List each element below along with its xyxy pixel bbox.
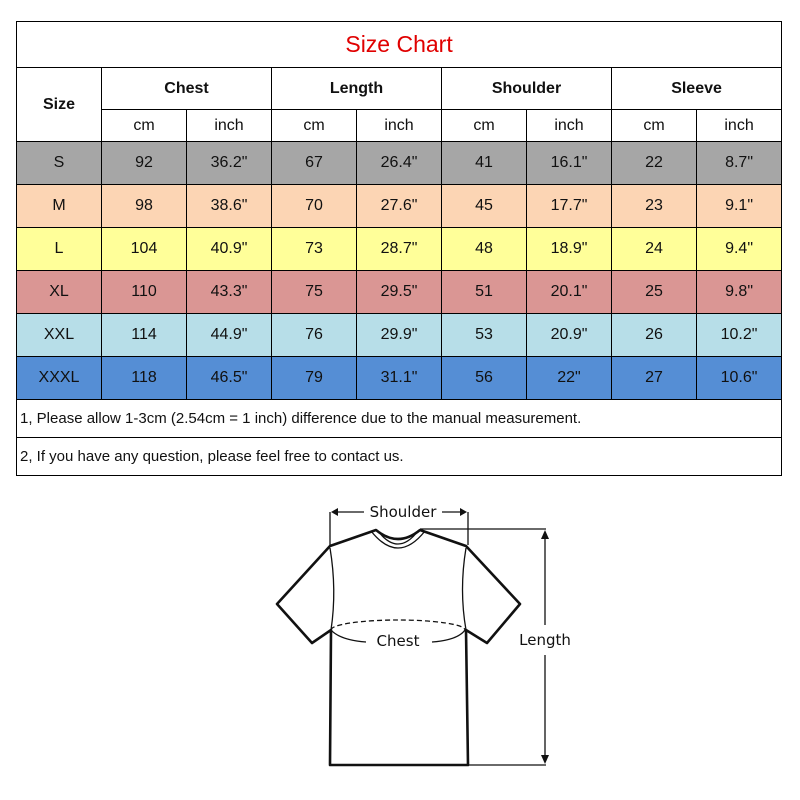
table-row: S 92 36.2" 67 26.4" 41 16.1" 22 8.7" [16,141,783,185]
value-cell: 118 [101,356,187,400]
note: 1, Please allow 1-3cm (2.54cm = 1 inch) … [15,399,783,438]
table-row: XL 110 43.3" 75 29.5" 51 20.1" 25 9.8" [16,270,783,314]
table-row: L 104 40.9" 73 28.7" 48 18.9" 24 9.4" [16,227,783,271]
value-cell: 10.2" [695,313,783,357]
value-cell: 9.1" [695,184,783,228]
value-cell: 70 [271,184,357,228]
value-cell: 27 [611,356,697,400]
value-cell: 67 [271,141,357,185]
value-cell: 20.1" [526,270,612,314]
value-cell: 110 [101,270,187,314]
value-cell: 22 [611,141,697,185]
chest-label: Chest [377,632,420,650]
value-cell: 41 [441,141,527,185]
value-cell: 114 [101,313,187,357]
size-cell: XXL [16,313,102,357]
value-cell: 29.9" [356,313,442,357]
chart-title: Size Chart [15,21,783,68]
value-cell: 43.3" [186,270,272,314]
size-cell: M [16,184,102,228]
value-cell: 73 [271,227,357,271]
value-cell: 9.8" [695,270,783,314]
unit-header: cm [441,109,527,142]
unit-header: cm [611,109,697,142]
value-cell: 44.9" [186,313,272,357]
value-cell: 10.6" [695,356,783,400]
value-cell: 27.6" [356,184,442,228]
value-cell: 20.9" [526,313,612,357]
table-row: XXL 114 44.9" 76 29.9" 53 20.9" 26 10.2" [16,313,783,357]
value-cell: 40.9" [186,227,272,271]
length-label: Length [519,631,571,649]
value-cell: 48 [441,227,527,271]
value-cell: 75 [271,270,357,314]
unit-header: inch [695,109,783,142]
tshirt-outline [275,528,522,767]
value-cell: 45 [441,184,527,228]
unit-header: cm [271,109,357,142]
value-cell: 8.7" [695,141,783,185]
size-cell: XXXL [16,356,102,400]
table-row: M 98 38.6" 70 27.6" 45 17.7" 23 9.1" [16,184,783,228]
value-cell: 22" [526,356,612,400]
size-header: Size [16,67,102,142]
value-cell: 18.9" [526,227,612,271]
value-cell: 53 [441,313,527,357]
value-cell: 98 [101,184,187,228]
value-cell: 26 [611,313,697,357]
value-cell: 38.6" [186,184,272,228]
value-cell: 36.2" [186,141,272,185]
table-row: XXXL 118 46.5" 79 31.1" 56 22" 27 10.6" [16,356,783,400]
shoulder-label: Shoulder [370,503,438,521]
value-cell: 92 [101,141,187,185]
value-cell: 17.7" [526,184,612,228]
unit-header: inch [186,109,272,142]
value-cell: 9.4" [695,227,783,271]
size-chart-table: Size Chart Size Chest Length Shoulder Sl… [15,21,783,476]
note: 2, If you have any question, please feel… [15,437,783,476]
value-cell: 104 [101,227,187,271]
size-cell: XL [16,270,102,314]
size-cell: L [16,227,102,271]
size-cell: S [16,141,102,185]
